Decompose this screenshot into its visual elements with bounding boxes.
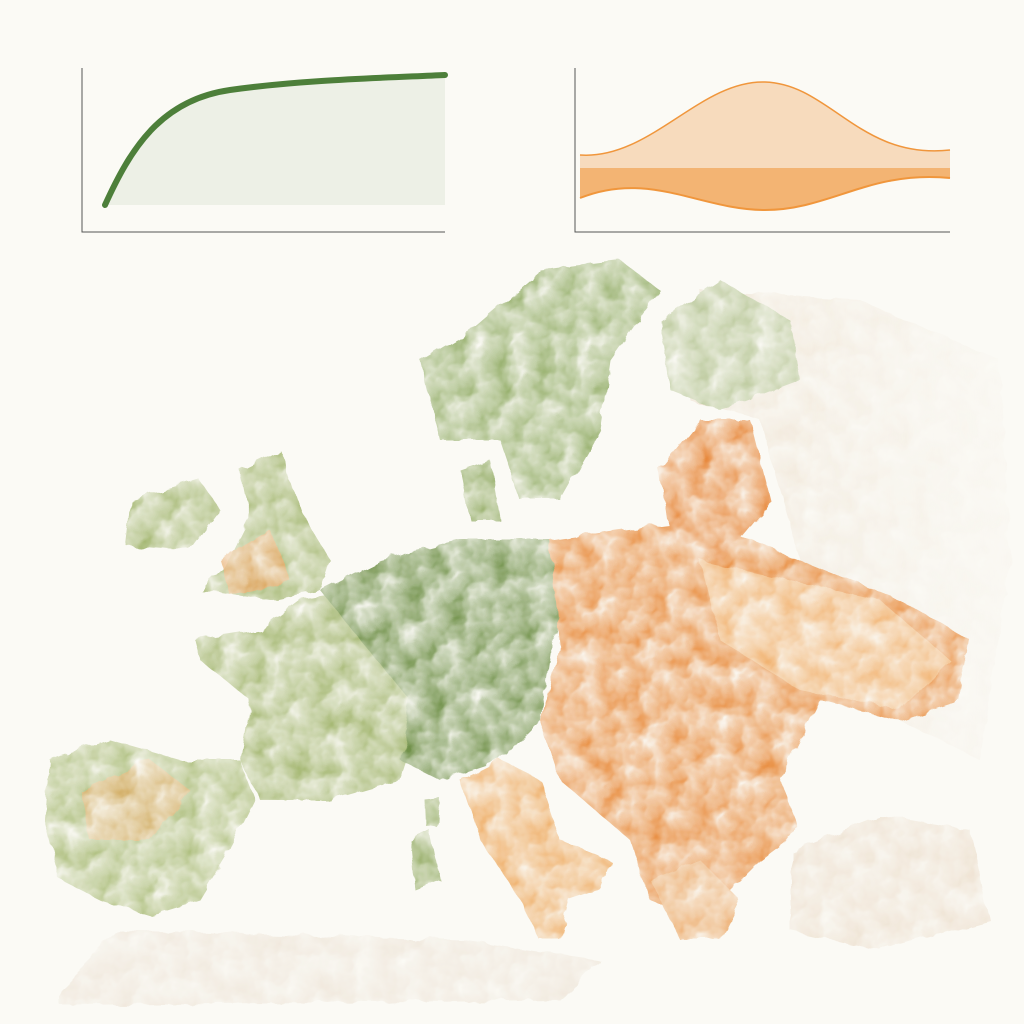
line-curve [102, 72, 448, 208]
sardinia [410, 830, 440, 890]
europe-map [45, 260, 1010, 1005]
area-upper-edge [579, 81, 951, 156]
corsica [425, 798, 440, 828]
greece [650, 860, 740, 940]
scandinavia [420, 260, 660, 500]
england-orange [220, 530, 290, 595]
finland [660, 280, 800, 410]
left-chart-frame [81, 68, 445, 233]
denmark [460, 460, 500, 520]
baltics [660, 420, 770, 560]
turkey-region [790, 815, 990, 950]
central-europe [320, 540, 570, 780]
italy [460, 760, 610, 940]
eastern-light [700, 560, 950, 710]
north-africa [60, 930, 600, 1005]
right-chart-frame [574, 68, 950, 233]
area-lower-edge [579, 176, 951, 212]
area-upper [580, 81, 950, 168]
line-area [105, 75, 445, 205]
charts [102, 72, 951, 212]
area-lower [580, 168, 950, 210]
iberia-orange [80, 760, 190, 840]
ireland [125, 480, 220, 550]
